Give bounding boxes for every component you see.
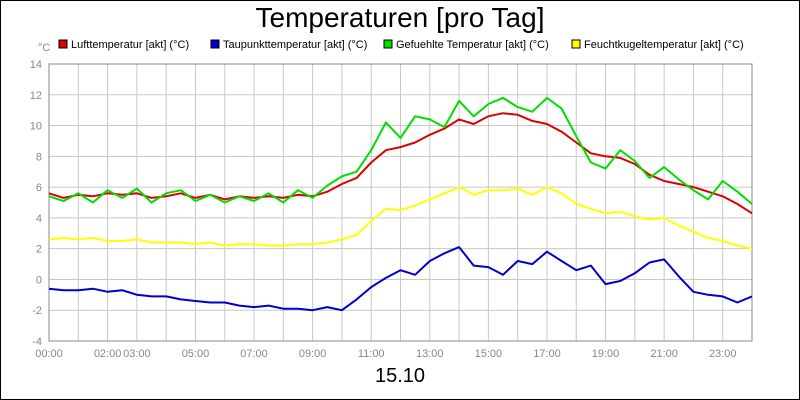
x-tick-label: 15:00	[475, 348, 503, 360]
legend-swatch-0	[58, 39, 68, 49]
series-line-2	[48, 96, 753, 205]
legend-swatch-1	[210, 39, 220, 49]
x-tick-label: 19:00	[592, 348, 620, 360]
series-lines	[48, 96, 753, 312]
legend-label-2: Gefuehlte Temperatur [akt] (°C)	[396, 39, 549, 51]
y-tick-label: 12	[30, 90, 42, 102]
y-tick-label: -2	[32, 305, 42, 317]
x-tick-label: 02:00	[94, 348, 122, 360]
y-tick-label: -4	[32, 336, 42, 348]
y-tick-label: 2	[36, 244, 42, 256]
legend-swatch-2	[383, 39, 393, 49]
plot-area-frame	[48, 63, 753, 342]
y-tick-label: 6	[36, 182, 42, 194]
x-tick-label: 00:00	[35, 348, 63, 360]
legend-label-1: Taupunkttemperatur [akt] (°C)	[223, 39, 367, 51]
x-tick-label: 03:00	[123, 348, 151, 360]
series-line-1	[48, 246, 753, 312]
x-tick-label: 13:00	[416, 348, 444, 360]
x-tick-label: 23:00	[709, 348, 737, 360]
chart-date-label: 15.10	[374, 365, 426, 387]
legend-label-0: Lufttemperatur [akt] (°C)	[71, 39, 189, 51]
y-axis-ticks: -4 -2 0 2 4 6 8 10 12 14	[30, 59, 42, 348]
y-axis-unit: °C	[38, 42, 50, 54]
y-tick-label: 0	[36, 274, 42, 286]
x-tick-label: 21:00	[650, 348, 678, 360]
x-tick-label: 09:00	[299, 348, 327, 360]
x-tick-label: 11:00	[358, 348, 385, 360]
legend-label-3: Feuchtkugeltemperatur [akt] (°C)	[584, 39, 744, 51]
legend-swatch-3	[571, 39, 581, 49]
y-tick-label: 10	[30, 121, 42, 133]
series-line-0	[48, 112, 753, 215]
y-tick-label: 14	[30, 59, 42, 71]
y-tick-label: 4	[36, 213, 42, 225]
x-tick-label: 05:00	[182, 348, 210, 360]
x-axis-ticks: 00:00 02:00 03:00 05:00 07:00 09:00 11:00 13:00…	[35, 348, 736, 360]
x-tick-label: 17:00	[533, 348, 561, 360]
x-tick-label: 07:00	[240, 348, 268, 360]
chart-title: Temperaturen [pro Tag]	[255, 2, 545, 33]
grid-lines	[48, 63, 753, 342]
y-tick-label: 8	[36, 151, 42, 163]
series-line-3	[48, 186, 753, 250]
legend: Lufttemperatur [akt] (°C) Taupunkttempera…	[58, 39, 744, 51]
